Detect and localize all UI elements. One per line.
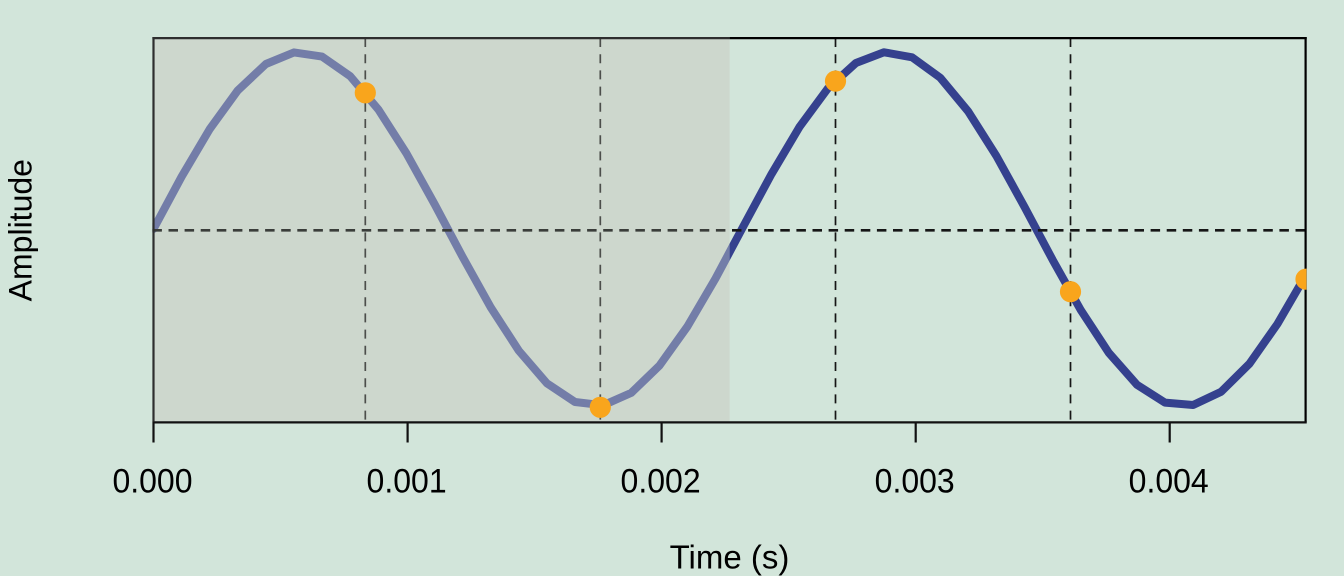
- svg-text:0.000: 0.000: [112, 462, 192, 500]
- svg-text:Time (s): Time (s): [670, 538, 790, 575]
- svg-text:0.002: 0.002: [621, 462, 701, 500]
- svg-text:0.001: 0.001: [367, 462, 447, 500]
- svg-text:0.003: 0.003: [875, 462, 955, 500]
- svg-text:Amplitude: Amplitude: [3, 159, 39, 301]
- svg-text:0.004: 0.004: [1129, 462, 1209, 500]
